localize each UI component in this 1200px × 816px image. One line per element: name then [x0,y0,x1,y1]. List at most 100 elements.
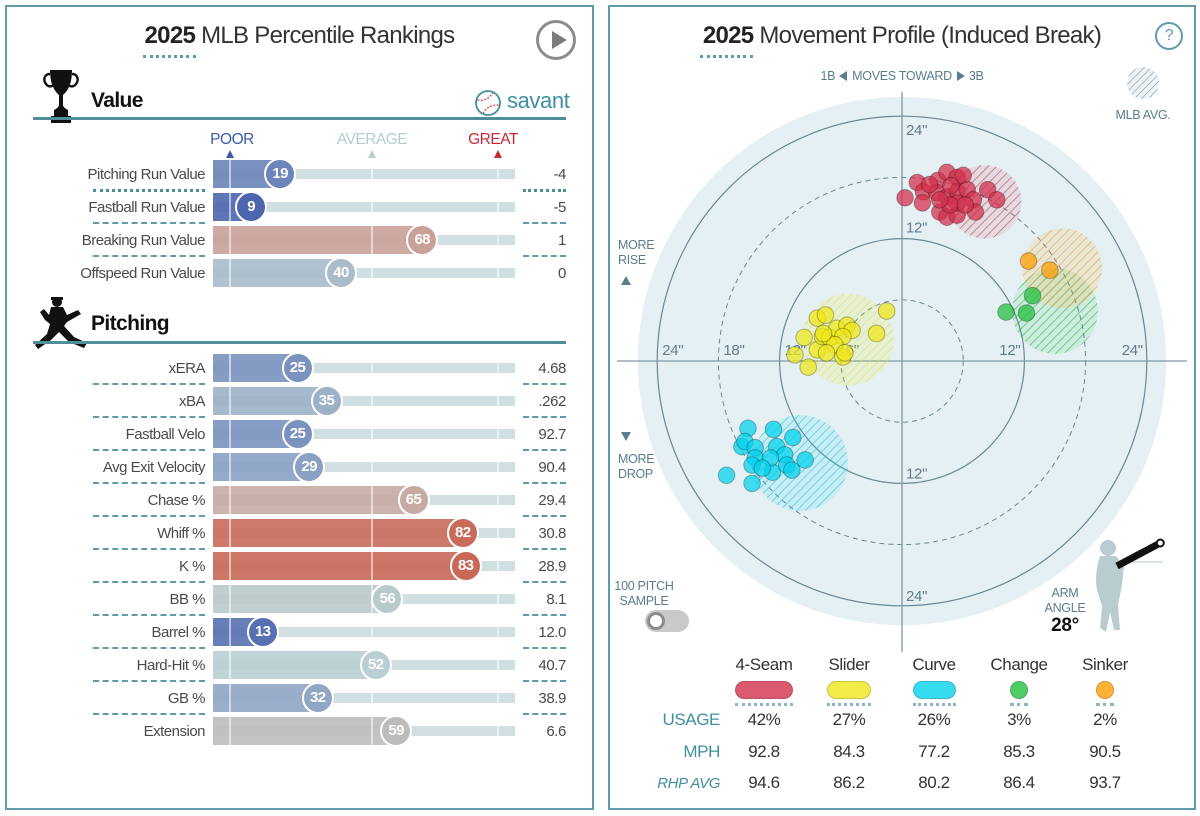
guide-line [229,651,231,679]
guide-line [229,453,231,481]
percentile-bubble: 9 [235,191,268,223]
pitch-color-swatch[interactable] [735,681,793,699]
mlb-avg-sinker [1022,228,1102,308]
ring-label: 24" [906,588,927,605]
pitch-color-swatch[interactable] [1096,681,1114,699]
guide-line [229,486,231,514]
row-separator [93,416,205,418]
percentile-bubble: 68 [406,224,439,256]
percentile-bubble: 25 [281,352,314,384]
guide-line [497,387,499,415]
pitch-dot-change [997,303,1015,321]
row-separator [523,680,566,682]
percentile-bubble: 25 [281,418,314,450]
rhp-avg-row-label: RHP AVG [657,775,720,792]
metric-label: GB % [167,689,206,707]
triangle-up-icon [494,150,502,158]
metric-value: 92.7 [538,425,566,443]
percentile-bubble: 52 [359,649,392,681]
guide-line [497,226,499,254]
hatched-circle-icon [1127,67,1159,99]
metric-label: Extension [143,722,206,740]
percentile-row-chase[interactable]: Chase % 65 29.4 [0,484,600,517]
pitch-dot-4-seam [920,175,939,194]
help-button[interactable]: ? [1155,22,1183,50]
arm-angle-line1: ARM [1051,586,1079,600]
metric-value: 29.4 [538,491,566,509]
row-separator [523,581,566,583]
play-button[interactable] [536,20,576,60]
guide-line [497,519,499,547]
percentile-row-offspeed-run-value[interactable]: Offspeed Run Value 40 0 [0,257,600,290]
play-icon [552,31,567,49]
metric-value: 0 [558,264,566,282]
pitch-sample-toggle[interactable] [645,610,689,632]
metric-label: K % [178,557,206,575]
guide-line [229,618,231,646]
percentile-row-xba[interactable]: xBA 35 .262 [0,385,600,418]
arm-angle-line [1115,539,1162,570]
ring-label: 12" [906,465,927,482]
row-separator [93,515,205,517]
pitch-color-swatch[interactable] [912,681,956,699]
percentile-bar [213,226,423,254]
guide-line [229,552,231,580]
percentile-row-fastball-velo[interactable]: Fastball Velo 25 92.7 [0,418,600,451]
ring-label: 18" [723,342,744,359]
swatch-underline [912,703,956,706]
row-separator [93,548,205,550]
percentile-row-extension[interactable]: Extension 59 6.6 [0,715,600,748]
pitch-usage-value: 27% [832,710,866,729]
pitch-dot-slider [786,346,804,364]
percentile-row-whiff[interactable]: Whiff % 82 30.8 [0,517,600,550]
savant-logo-link[interactable]: savant [473,86,570,118]
triangle-up-icon [226,150,234,158]
guide-line [229,193,231,221]
pitch-usage-value: 2% [1093,710,1117,729]
percentile-track [213,429,515,439]
title-text: Movement Profile (Induced Break) [759,22,1102,49]
guide-line [229,160,231,188]
guide-line [371,618,373,646]
row-separator [523,255,566,257]
year-selector-underline[interactable] [143,55,196,58]
row-separator [93,614,205,616]
pitch-rhp-avg-value: 93.7 [1089,773,1121,792]
percentile-row-breaking-run-value[interactable]: Breaking Run Value 68 1 [0,224,600,257]
guide-line [371,519,373,547]
percentile-row-k[interactable]: K % 83 28.9 [0,550,600,583]
percentile-bar [213,585,388,613]
guide-line [371,226,373,254]
row-separator [523,222,566,224]
pitch-color-swatch[interactable] [827,681,871,699]
percentile-row-bb[interactable]: BB % 56 8.1 [0,583,600,616]
more-rise-label: MORE RISE [618,238,655,267]
pitch-usage-value: 26% [917,710,951,729]
percentile-row-pitching-run-value[interactable]: Pitching Run Value 19 -4 [0,158,600,192]
percentile-row-hard-hit[interactable]: Hard-Hit % 52 40.7 [0,649,600,682]
pitch-mph-value: 77.2 [918,742,950,761]
percentile-row-fastball-run-value[interactable]: Fastball Run Value 9 -5 [0,191,600,224]
metric-value: 8.1 [546,590,566,608]
pitch-dot-change [1017,304,1036,322]
percentile-row-gb[interactable]: GB % 32 38.9 [0,682,600,715]
direction-right-text: 3B [968,68,984,83]
year-selector-underline[interactable] [700,55,753,58]
guide-line [497,717,499,745]
row-separator [523,614,566,616]
title-year: 2025 [144,22,196,49]
percentile-bubble: 40 [325,257,357,289]
toggle-knob [647,612,665,630]
guide-line [371,193,373,221]
percentile-row-avg-exit-velocity[interactable]: Avg Exit Velocity 29 90.4 [0,451,600,484]
percentile-row-xera[interactable]: xERA 25 4.68 [0,352,600,385]
metric-label: Hard-Hit % [136,656,206,674]
metric-value: 12.0 [538,623,566,641]
guide-line [371,552,373,580]
metric-label: Pitching Run Value [87,165,206,183]
pitch-color-swatch[interactable] [1010,681,1028,699]
metric-value: 28.9 [538,557,566,575]
percentile-row-barrel[interactable]: Barrel % 13 12.0 [0,616,600,649]
row-separator [93,222,205,224]
pitch-dot-4-seam [930,191,949,209]
